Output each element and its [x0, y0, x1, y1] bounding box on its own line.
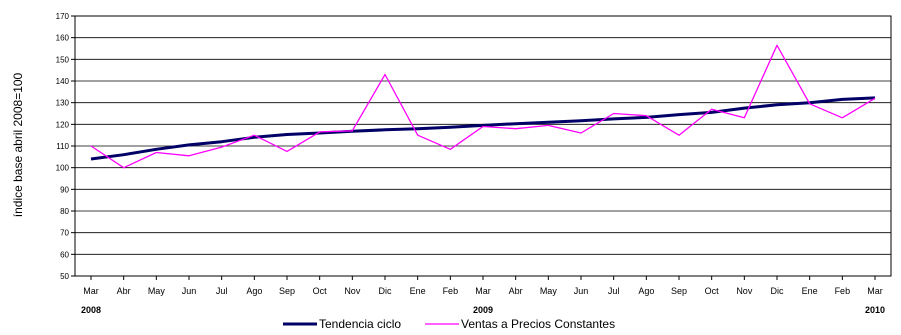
x-tick-label: Dic [771, 286, 784, 296]
x-axis: Mar Abr May Jun Jul Ago Sep Oct Nov Dic Ene Feb Mar A… [81, 276, 885, 315]
x-tick-label: Sep [279, 286, 295, 296]
x-tick-label: Jun [574, 286, 589, 296]
x-tick-label: Jul [216, 286, 228, 296]
x-tick-label: Abr [509, 286, 523, 296]
y-tick-label: 60 [60, 250, 69, 259]
x-tick-label: May [148, 286, 166, 296]
y-tick-label: 50 [60, 272, 69, 281]
y-tick-label: 70 [60, 229, 69, 238]
x-tick-label: Abr [117, 286, 131, 296]
x-year-label: 2008 [81, 305, 101, 315]
x-tick-label: Ene [410, 286, 426, 296]
y-axis: 50 60 70 80 90 100 110 120 130 140 150 160 170 [56, 12, 75, 281]
x-tick-label: Jul [608, 286, 620, 296]
x-tick-label: Nov [344, 286, 361, 296]
x-tick-label: Mar [83, 286, 99, 296]
x-tick-label: Nov [736, 286, 753, 296]
gridlines [75, 37, 891, 255]
y-tick-label: 140 [56, 77, 70, 86]
y-tick-label: 130 [56, 99, 70, 108]
x-tick-label: Oct [705, 286, 720, 296]
legend: Tendencia ciclo Ventas a Precios Constant… [283, 317, 615, 331]
legend-label: Ventas a Precios Constantes [461, 317, 615, 331]
series-line-tendencia-ciclo [90, 96, 876, 161]
x-tick-label: May [540, 286, 558, 296]
x-tick-label: Ago [246, 286, 262, 296]
series-line-ventas-precios-constantes [90, 44, 876, 169]
x-tick-label: Ene [802, 286, 818, 296]
y-axis-label: índice base abril 2008=100 [11, 72, 25, 217]
x-tick-label: Mar [867, 286, 883, 296]
y-tick-label: 110 [56, 142, 69, 151]
y-tick-label: 170 [56, 12, 70, 21]
y-tick-label: 100 [56, 164, 70, 173]
x-tick-label: Oct [313, 286, 328, 296]
x-tick-label: Feb [835, 286, 851, 296]
x-tick-label: Mar [475, 286, 491, 296]
x-tick-label: Jun [182, 286, 197, 296]
y-tick-label: 80 [60, 207, 69, 216]
y-tick-label: 150 [56, 55, 70, 64]
x-tick-label: Sep [671, 286, 687, 296]
x-year-label: 2009 [473, 305, 493, 315]
x-tick-label: Dic [379, 286, 392, 296]
y-tick-label: 90 [60, 185, 69, 194]
plot-area [74, 15, 892, 277]
x-year-label: 2010 [865, 305, 885, 315]
x-tick-label: Ago [638, 286, 654, 296]
series-layer [90, 44, 876, 169]
y-tick-label: 160 [56, 34, 70, 43]
y-tick-label: 120 [56, 120, 70, 129]
legend-label: Tendencia ciclo [319, 317, 401, 331]
x-tick-label: Feb [443, 286, 459, 296]
